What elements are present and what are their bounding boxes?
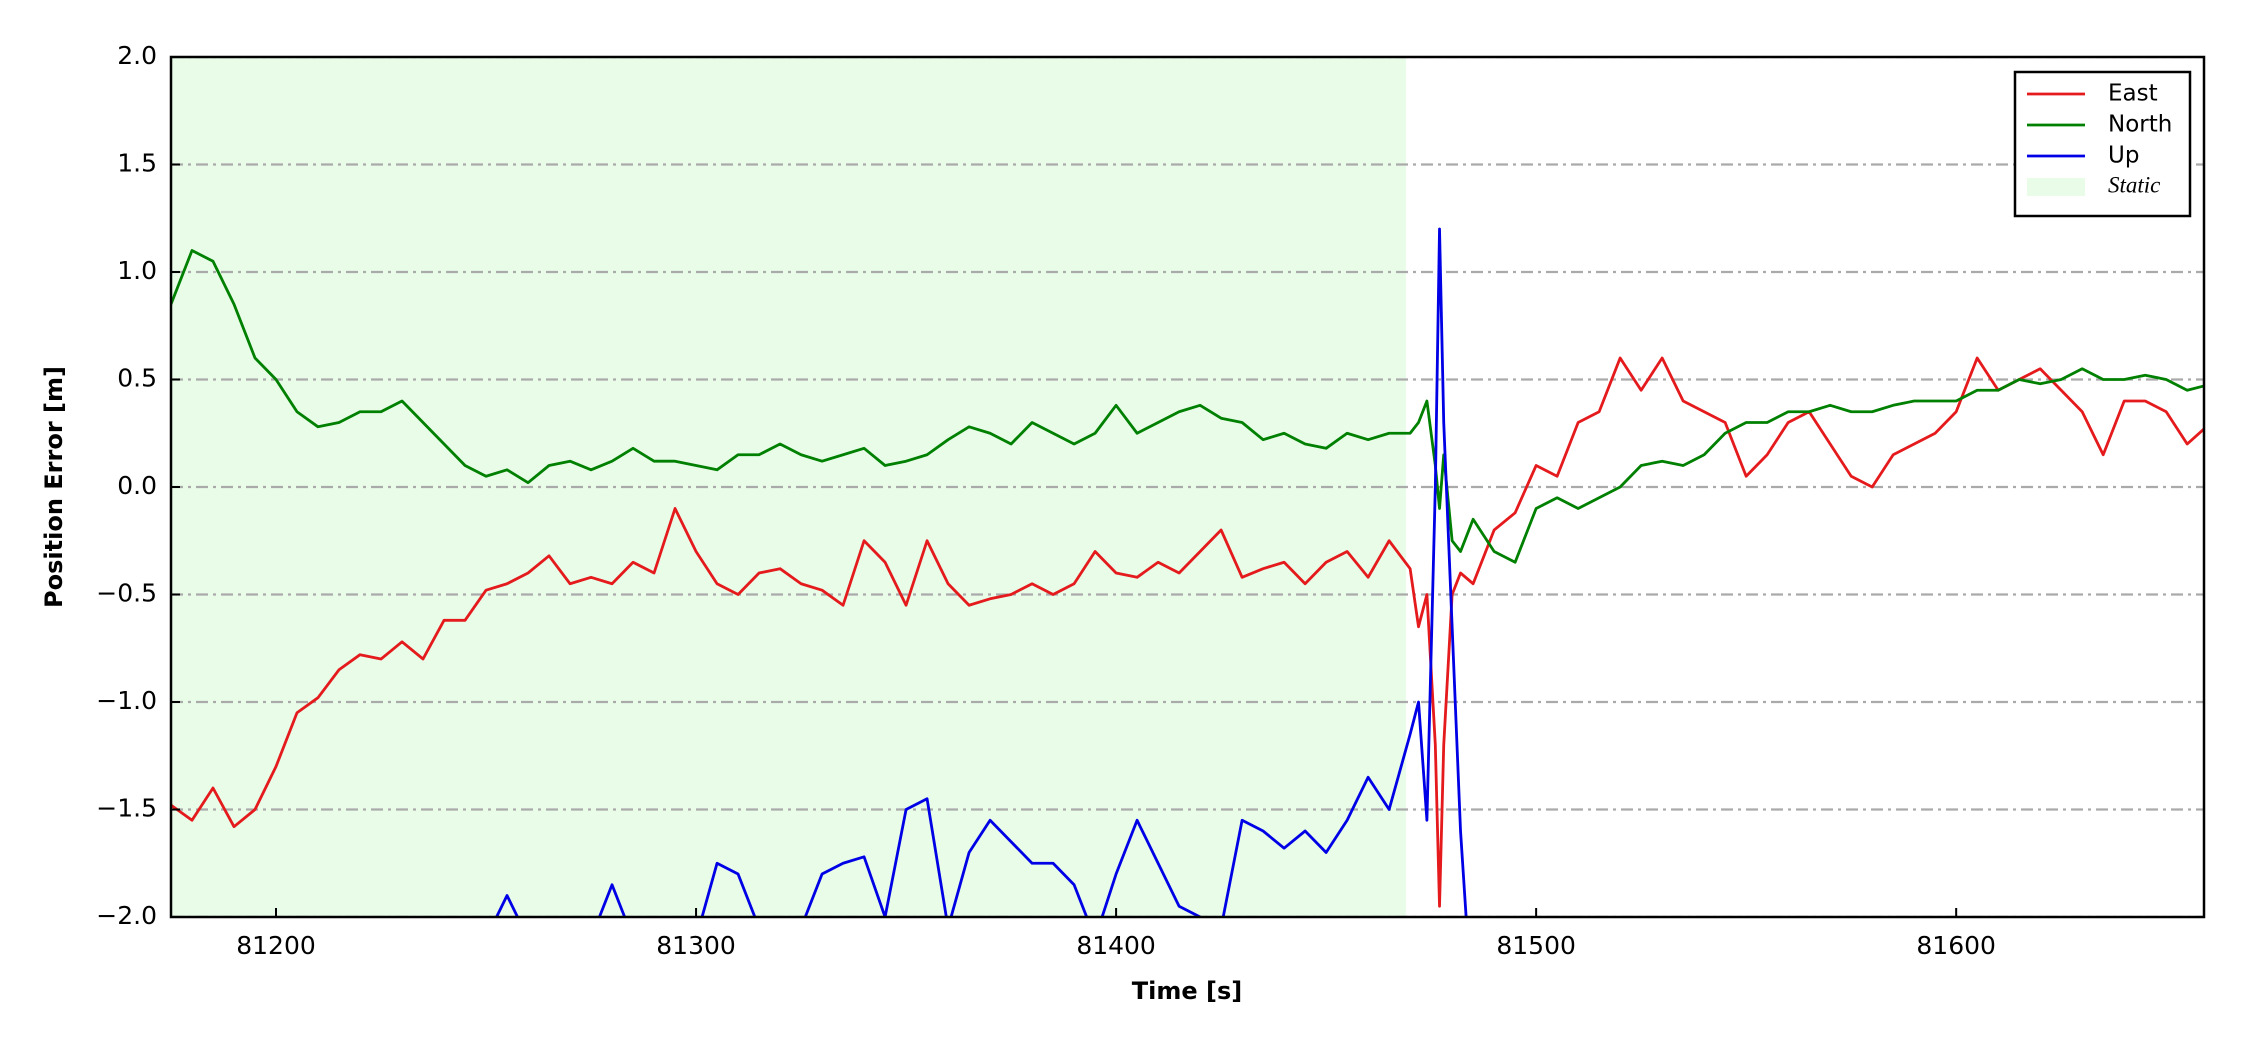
x-tick-label: 81600 [1916, 931, 1996, 960]
y-tick-label: 1.0 [117, 256, 157, 285]
y-tick-label: 0.0 [117, 471, 157, 500]
series-line [494, 227, 1468, 917]
y-tick-label: −1.0 [96, 686, 157, 715]
y-tick-label: 0.5 [117, 364, 157, 393]
x-tick-label: 81500 [1496, 931, 1576, 960]
y-tick-label: −2.0 [96, 901, 157, 930]
series-line [171, 356, 2204, 908]
series-line [171, 249, 2204, 564]
legend-label: Up [2108, 143, 2139, 169]
y-tick-label: −0.5 [96, 579, 157, 608]
legend-label: North [2108, 112, 2172, 138]
legend-label: East [2108, 81, 2158, 107]
y-tick-label: −1.5 [96, 794, 157, 823]
x-axis-label: Time [s] [1132, 977, 1242, 1005]
legend-label: Static [2108, 172, 2160, 197]
x-tick-label: 81300 [656, 931, 736, 960]
x-tick-label: 81400 [1076, 931, 1156, 960]
legend-swatch [2027, 178, 2085, 196]
y-axis-label: Position Error [m] [40, 366, 68, 608]
x-tick-label: 81200 [236, 931, 316, 960]
y-tick-label: 2.0 [117, 41, 157, 70]
plot-area [171, 57, 2204, 917]
y-tick-label: 1.5 [117, 149, 157, 178]
plot-frame [169, 55, 2206, 919]
